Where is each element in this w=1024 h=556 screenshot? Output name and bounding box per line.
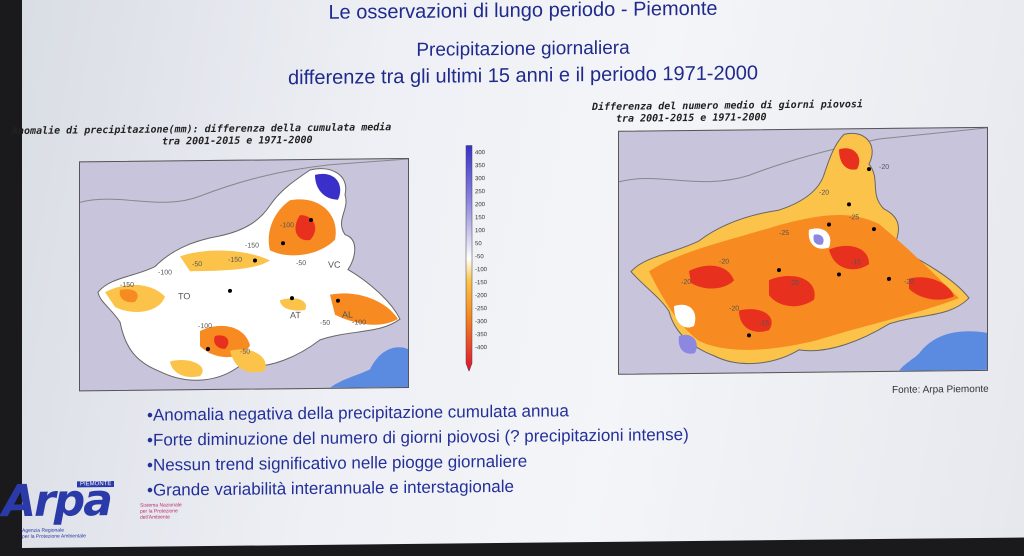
contour-label: -15 (759, 320, 770, 328)
contour-label: -150 (245, 242, 260, 250)
sea-shape (899, 331, 987, 371)
anomaly-region (839, 148, 860, 170)
left-map-label: Anomalie di precipitazione(mm): differen… (12, 122, 391, 150)
contour-label: -150 (228, 256, 243, 264)
logo-subtitle-line: per la Protezione Ambientale (22, 533, 86, 540)
city-label: VC (328, 259, 341, 270)
colorbar-tick: -300 (475, 319, 488, 326)
contour-label: -100 (158, 269, 173, 277)
anomaly-region (315, 173, 341, 200)
colorbar-tick: -50 (475, 254, 484, 261)
contour-label: -50 (296, 260, 307, 268)
colorbar-tick: -150 (475, 280, 488, 287)
colorbar-tick: 250 (475, 189, 486, 196)
precipitation-colorbar (465, 145, 473, 372)
contour-label: -50 (320, 319, 331, 327)
colorbar-tick: -350 (475, 332, 488, 339)
left-precipitation-map: TO AT VC AL -150 -100 -50 -150 -100 -50 … (79, 157, 409, 392)
anomaly-region (689, 265, 734, 289)
anomaly-region (119, 289, 138, 303)
colorbar-tick: 50 (475, 241, 482, 248)
anomaly-region (678, 334, 697, 354)
right-map-label-line2: tra 2001-2015 e 1971-2000 (616, 112, 767, 125)
city-label: AL (342, 309, 354, 320)
contour-label: -50 (240, 348, 251, 356)
left-map-graphic (79, 158, 409, 388)
anomaly-region (674, 304, 696, 328)
source-credit: Fonte: Arpa Piemonte (892, 383, 989, 396)
contour-label: -20 (879, 163, 890, 172)
logo-subtitle: Agenzia Regionale per la Protezione Ambi… (22, 527, 86, 540)
contour-label: -25 (849, 214, 860, 222)
slide-subtitle-2: differenze tra gli ultimi 15 anni e il p… (288, 62, 758, 90)
anomaly-region (813, 234, 824, 245)
contour-label: -50 (192, 261, 203, 269)
city-label: AT (290, 310, 301, 321)
contour-label: -100 (352, 319, 367, 327)
colorbar-tick: 400 (475, 150, 486, 157)
anomaly-region (170, 360, 203, 377)
right-rainy-days-map: -20 -20 -15 -20 -20 -25 -15 -20 -20 -25 … (618, 126, 988, 375)
colorbar-tick: -250 (475, 306, 488, 313)
contour-label: -20 (819, 189, 830, 197)
right-map-graphic (618, 127, 988, 371)
contour-label: -20 (789, 279, 800, 287)
city-label: TO (178, 291, 191, 302)
contour-label: -20 (904, 278, 915, 286)
slide-title: Le osservazioni di lungo periodo - Piemo… (328, 0, 718, 24)
sea-shape (330, 347, 408, 388)
colorbar-tick: 100 (475, 228, 486, 235)
contour-label: -100 (198, 323, 213, 331)
snpa-logo: Sistema Nazionale per la Protezione dell… (140, 502, 182, 520)
contour-label: -20 (681, 278, 692, 287)
anomaly-region (909, 277, 954, 300)
contour-label: -15 (851, 259, 862, 267)
colorbar-tick: 350 (475, 163, 486, 170)
contour-label: -20 (729, 305, 740, 313)
colorbar-tick: 150 (475, 215, 486, 222)
colorbar-tick: -400 (475, 345, 488, 352)
right-map-label: Differenza del numero medio di giorni pi… (592, 99, 863, 126)
anomaly-region (769, 276, 815, 307)
anomaly-region (739, 309, 772, 332)
colorbar-tick: -100 (475, 267, 488, 274)
contour-label: -20 (719, 258, 730, 266)
contour-label: -150 (120, 281, 135, 289)
anomaly-region (280, 298, 306, 311)
colorbar-tick: 200 (475, 202, 486, 209)
snpa-logo-line: dell'Ambiente (140, 514, 170, 521)
contour-label: -100 (280, 222, 295, 230)
anomaly-region (230, 349, 266, 373)
anomaly-region (829, 245, 869, 270)
colorbar-tick: 300 (475, 176, 486, 183)
contour-label: -25 (779, 229, 790, 238)
colorbar-tick: -200 (475, 293, 488, 300)
anomaly-region (330, 293, 398, 325)
anomaly-region (180, 250, 270, 272)
colorbar-ticks: 400 350 300 250 200 150 100 50 -50 -100 … (475, 147, 487, 355)
bullet-list: •Anomalia negativa della precipitazione … (147, 397, 689, 503)
arpa-logo: Arpa (2, 475, 111, 528)
anomaly-region (214, 335, 229, 349)
bullet-item: •Grande variabilità interannuale e inter… (147, 476, 514, 500)
